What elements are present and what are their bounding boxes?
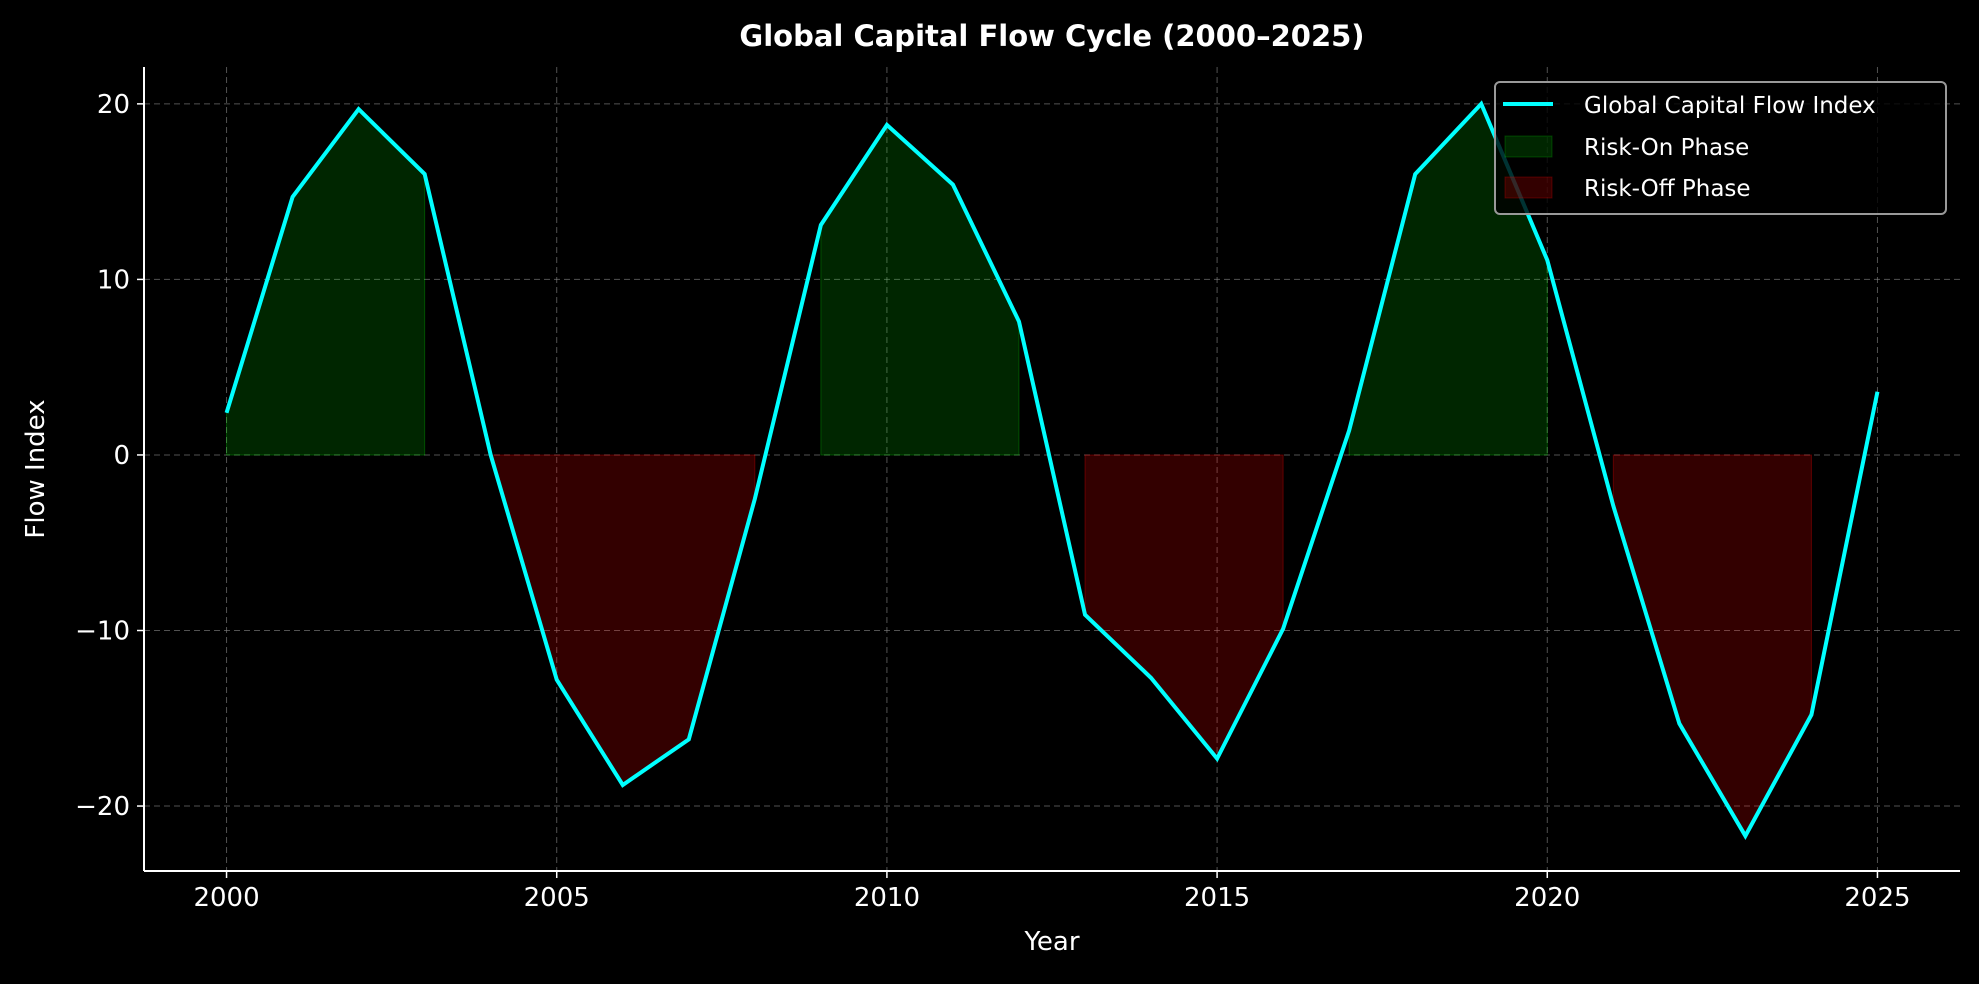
- legend-label-index: Global Capital Flow Index: [1584, 93, 1876, 119]
- chart-title: Global Capital Flow Cycle (2000–2025): [739, 19, 1364, 53]
- legend-risk-on-swatch: [1505, 136, 1552, 157]
- risk-on-fill: [821, 125, 1019, 455]
- legend: Global Capital Flow Index Risk-On Phase …: [1495, 82, 1946, 214]
- x-axis-label: Year: [1023, 927, 1079, 957]
- y-tick-label: 0: [113, 441, 130, 471]
- x-tick-label: 2010: [854, 883, 920, 913]
- legend-label-risk-on: Risk-On Phase: [1584, 135, 1749, 161]
- risk-off-fill: [1085, 455, 1283, 759]
- x-tick-label: 2025: [1844, 883, 1910, 913]
- risk-off-fill: [491, 455, 755, 785]
- y-tick-label: 10: [97, 265, 130, 295]
- x-tick-label: 2020: [1514, 883, 1580, 913]
- y-tick-label: −20: [75, 792, 130, 822]
- risk-on-fill: [227, 109, 425, 455]
- y-tick-label: −10: [75, 617, 130, 647]
- x-tick-label: 2005: [524, 883, 590, 913]
- y-tick-label: 20: [97, 90, 130, 120]
- x-tick-label: 2015: [1184, 883, 1250, 913]
- legend-label-risk-off: Risk-Off Phase: [1584, 176, 1751, 202]
- x-tick-label: 2000: [193, 883, 259, 913]
- legend-risk-off-swatch: [1505, 177, 1552, 198]
- y-axis-label: Flow Index: [21, 399, 51, 538]
